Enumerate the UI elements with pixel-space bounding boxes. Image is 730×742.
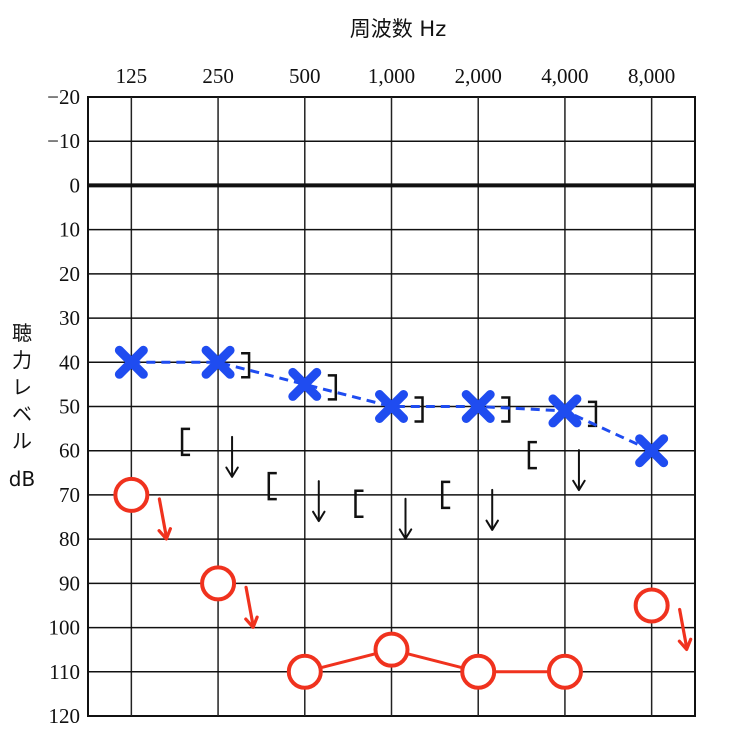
x-stroke xyxy=(114,345,148,379)
bone-right-bracket xyxy=(354,489,364,519)
right-ear-point xyxy=(200,565,237,602)
y-tick-label: 120 xyxy=(49,704,81,728)
y-tick-label: 60 xyxy=(59,439,80,463)
x-tick-label: 125 xyxy=(116,64,148,88)
bone-conduction-marks xyxy=(180,352,598,540)
series-left-ear xyxy=(114,345,669,468)
x-stroke xyxy=(635,434,669,468)
right-ear-line xyxy=(304,648,565,674)
y-tick-label: 80 xyxy=(59,527,80,551)
arrow-head xyxy=(485,519,499,531)
y-axis-label-char: ル xyxy=(12,429,32,453)
bone-left-bracket xyxy=(587,400,598,428)
arrow-head xyxy=(244,615,259,629)
right-ear-point xyxy=(460,653,497,690)
y-tick-label: 10 xyxy=(59,218,80,242)
bone-no-response-arrow xyxy=(398,497,413,540)
x-stroke xyxy=(288,367,322,401)
x-tick-label: 250 xyxy=(202,64,234,88)
y-tick-label: 0 xyxy=(70,173,81,197)
arrow-head xyxy=(157,527,173,541)
arrow-head xyxy=(572,479,586,492)
bone-right-bracket xyxy=(440,480,451,510)
bone-no-response-arrow xyxy=(312,480,326,523)
x-tick-label: 2,000 xyxy=(455,64,502,88)
y-axis-label-char: ベ xyxy=(12,402,32,426)
right-ear-no-response-arrow xyxy=(244,585,259,629)
x-tick-labels: 125 250 500 1,000 2,000 4,000 8,000 xyxy=(116,64,676,88)
bone-left-bracket xyxy=(241,352,251,379)
right-ear-point xyxy=(373,631,410,668)
y-axis-label-char: レ xyxy=(12,375,32,399)
y-tick-label: 100 xyxy=(49,616,81,640)
right-ear-point xyxy=(286,653,323,690)
arrow-shaft xyxy=(157,497,168,539)
x-tick-label: 1,000 xyxy=(368,64,415,88)
left-ear-point xyxy=(461,390,495,423)
bone-right-bracket xyxy=(267,471,277,501)
arrow-head xyxy=(312,510,326,523)
x-tick-label: 4,000 xyxy=(541,64,588,88)
right-ear-point xyxy=(546,653,583,690)
bone-no-response-arrow xyxy=(225,435,239,478)
arrow-head xyxy=(398,528,413,540)
chart-title: 周波数 Hz xyxy=(350,17,447,41)
left-ear-point xyxy=(288,367,322,401)
bone-right-bracket xyxy=(527,440,537,470)
bone-right-bracket xyxy=(180,427,191,457)
bone-no-response-arrow xyxy=(572,449,586,492)
y-axis-label-unit: dB xyxy=(9,467,35,491)
y-tick-label: 20 xyxy=(59,262,80,286)
y-axis-label-char: 聴 xyxy=(12,321,32,345)
y-tick-label: −20 xyxy=(47,85,80,109)
left-ear-point xyxy=(201,345,235,379)
bone-no-response-arrow xyxy=(485,488,499,531)
x-stroke xyxy=(461,390,495,423)
right-ear-point xyxy=(113,476,150,513)
y-tick-label: 30 xyxy=(59,306,80,330)
y-tick-label: −10 xyxy=(47,129,80,153)
left-ear-point xyxy=(548,394,582,428)
bone-left-bracket xyxy=(327,374,338,401)
arrow-shaft xyxy=(678,607,689,650)
y-axis-label-char: 力 xyxy=(12,348,32,372)
y-tick-labels: −20 −10 0 10 20 30 40 50 60 70 80 90 100 110 120 xyxy=(47,85,80,728)
arrow-head xyxy=(225,466,239,478)
y-tick-label: 90 xyxy=(59,571,80,595)
x-stroke xyxy=(201,345,235,379)
right-ear-no-response-arrow xyxy=(157,497,173,541)
bone-left-bracket xyxy=(414,396,424,423)
y-tick-label: 50 xyxy=(59,395,80,419)
grid xyxy=(87,96,696,717)
arrow-shaft xyxy=(244,585,255,627)
x-tick-label: 8,000 xyxy=(628,64,675,88)
y-tick-label: 70 xyxy=(59,483,80,507)
left-ear-point xyxy=(114,345,148,379)
left-ear-point xyxy=(635,434,669,468)
series-right-ear xyxy=(113,476,693,690)
x-tick-label: 500 xyxy=(289,64,321,88)
arrow-head xyxy=(677,637,693,652)
left-ear-point xyxy=(375,390,408,423)
right-ear-point xyxy=(633,587,670,624)
x-stroke xyxy=(375,390,408,423)
x-stroke xyxy=(548,394,582,428)
right-ear-no-response-arrow xyxy=(677,607,693,652)
y-tick-label: 110 xyxy=(49,660,80,684)
y-tick-label: 40 xyxy=(59,350,80,374)
